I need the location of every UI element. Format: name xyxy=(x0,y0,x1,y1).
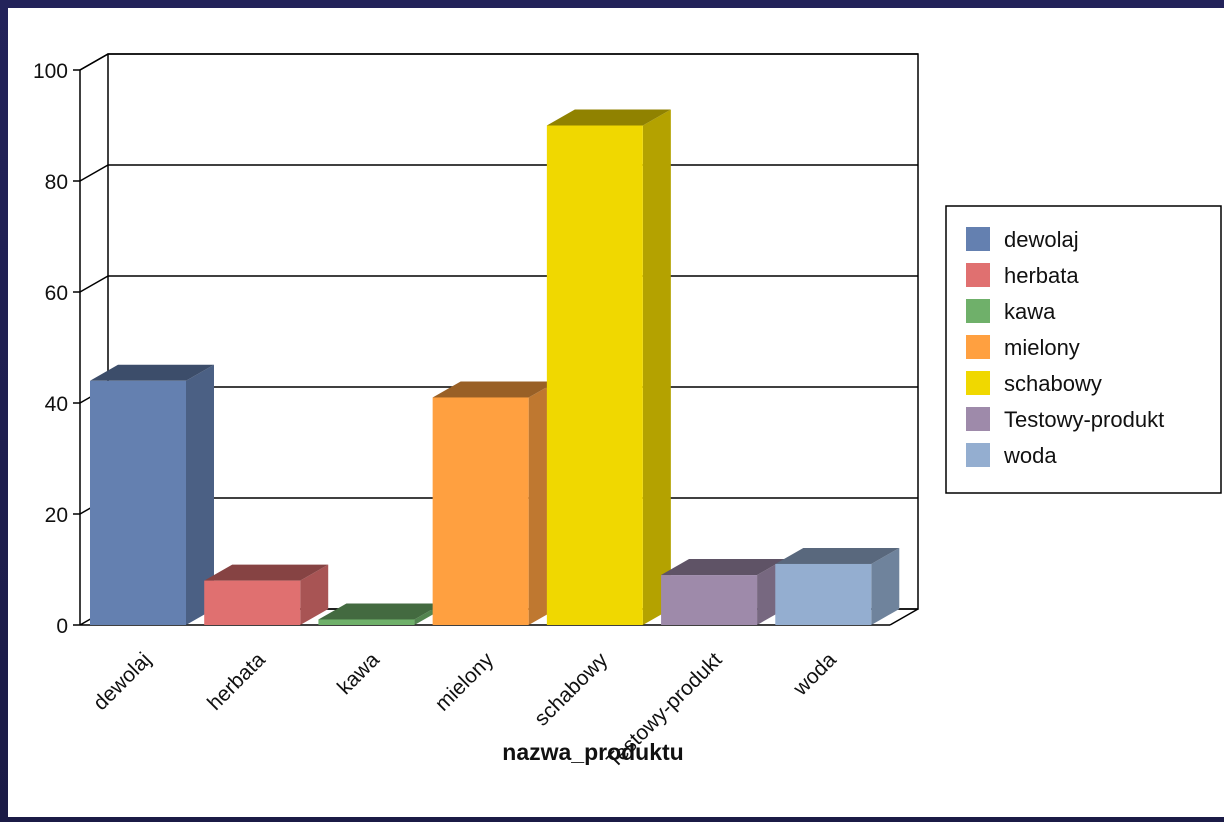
legend-label: Testowy-produkt xyxy=(1004,407,1164,432)
chart-canvas: 0 20 40 60 80 100 dewolaj herbata kawa mielony sc… xyxy=(8,8,1224,817)
bar-front xyxy=(204,580,301,625)
bar-mielony xyxy=(432,381,557,625)
x-tick-label: woda xyxy=(788,648,841,701)
bar-front xyxy=(432,397,529,625)
y-tick-label: 80 xyxy=(45,171,68,194)
bar-top xyxy=(90,364,214,381)
bar-front xyxy=(90,380,186,625)
x-tick-label: schabowy xyxy=(530,648,613,731)
x-tick-label: dewolaj xyxy=(89,648,156,715)
bar-Testowy-produkt xyxy=(661,559,786,625)
legend-swatch xyxy=(966,443,990,467)
legend-item: Testowy-produkt xyxy=(966,407,1164,432)
x-tick-label: herbata xyxy=(203,648,270,715)
legend-item: kawa xyxy=(966,299,1056,324)
bar-top xyxy=(318,603,443,620)
x-tick-label: mielony xyxy=(431,648,499,716)
legend-swatch xyxy=(966,335,990,359)
bar-side xyxy=(186,364,214,625)
y-tick-label: 60 xyxy=(45,282,68,305)
bar-side xyxy=(871,547,900,625)
bar-front xyxy=(318,619,415,625)
legend-item: dewolaj xyxy=(966,227,1079,252)
bar-top xyxy=(432,381,557,398)
legend-box xyxy=(945,205,1222,494)
bars xyxy=(90,109,900,625)
legend-item: woda xyxy=(966,443,1057,468)
legend-swatch xyxy=(966,371,990,395)
legend-swatch xyxy=(966,407,990,431)
legend-swatch xyxy=(966,263,990,287)
bar-schabowy xyxy=(546,109,671,625)
legend-label: woda xyxy=(1003,443,1057,468)
legend-items: dewolaj herbata kawa mielony schabowy Testowy… xyxy=(966,227,1164,468)
x-tick-label: kawa xyxy=(333,648,384,699)
grid-line-depth xyxy=(79,275,109,293)
bar-chart: 0 20 40 60 80 100 dewolaj herbata kawa mielony sc… xyxy=(33,53,1222,773)
bar-dewolaj xyxy=(90,364,214,625)
bar-top xyxy=(661,559,786,576)
bar-woda xyxy=(775,547,900,625)
grid-line-depth xyxy=(79,164,109,182)
y-tick-label: 0 xyxy=(56,615,68,638)
bar-herbata xyxy=(204,564,329,625)
bar-top xyxy=(546,109,671,126)
bar-top xyxy=(204,564,329,581)
legend-swatch xyxy=(966,227,990,251)
legend-item: schabowy xyxy=(966,371,1102,396)
legend-swatch xyxy=(966,299,990,323)
y-tick-label: 100 xyxy=(33,60,68,83)
y-tick-label: 40 xyxy=(45,393,68,416)
bar-front xyxy=(775,563,872,625)
legend-item: mielony xyxy=(966,335,1080,360)
legend: dewolaj herbata kawa mielony schabowy Testowy… xyxy=(945,205,1222,494)
x-axis-label: nazwa_produktu xyxy=(502,739,683,765)
y-tick-labels: 0 20 40 60 80 100 xyxy=(33,60,68,638)
bar-top xyxy=(775,547,900,564)
legend-label: herbata xyxy=(1004,263,1079,288)
legend-label: dewolaj xyxy=(1004,227,1079,252)
bar-front xyxy=(546,125,643,625)
legend-label: mielony xyxy=(1004,335,1080,360)
legend-label: kawa xyxy=(1004,299,1056,324)
y-tick-label: 20 xyxy=(45,504,68,527)
legend-item: herbata xyxy=(966,263,1079,288)
legend-label: schabowy xyxy=(1004,371,1102,396)
bar-side xyxy=(642,109,671,625)
bar-front xyxy=(661,575,758,625)
bar-side xyxy=(300,564,329,625)
top-edge xyxy=(79,53,109,71)
x-tick-labels: dewolaj herbata kawa mielony schabowyTestowy… xyxy=(89,648,841,773)
floor-edge xyxy=(889,608,919,626)
